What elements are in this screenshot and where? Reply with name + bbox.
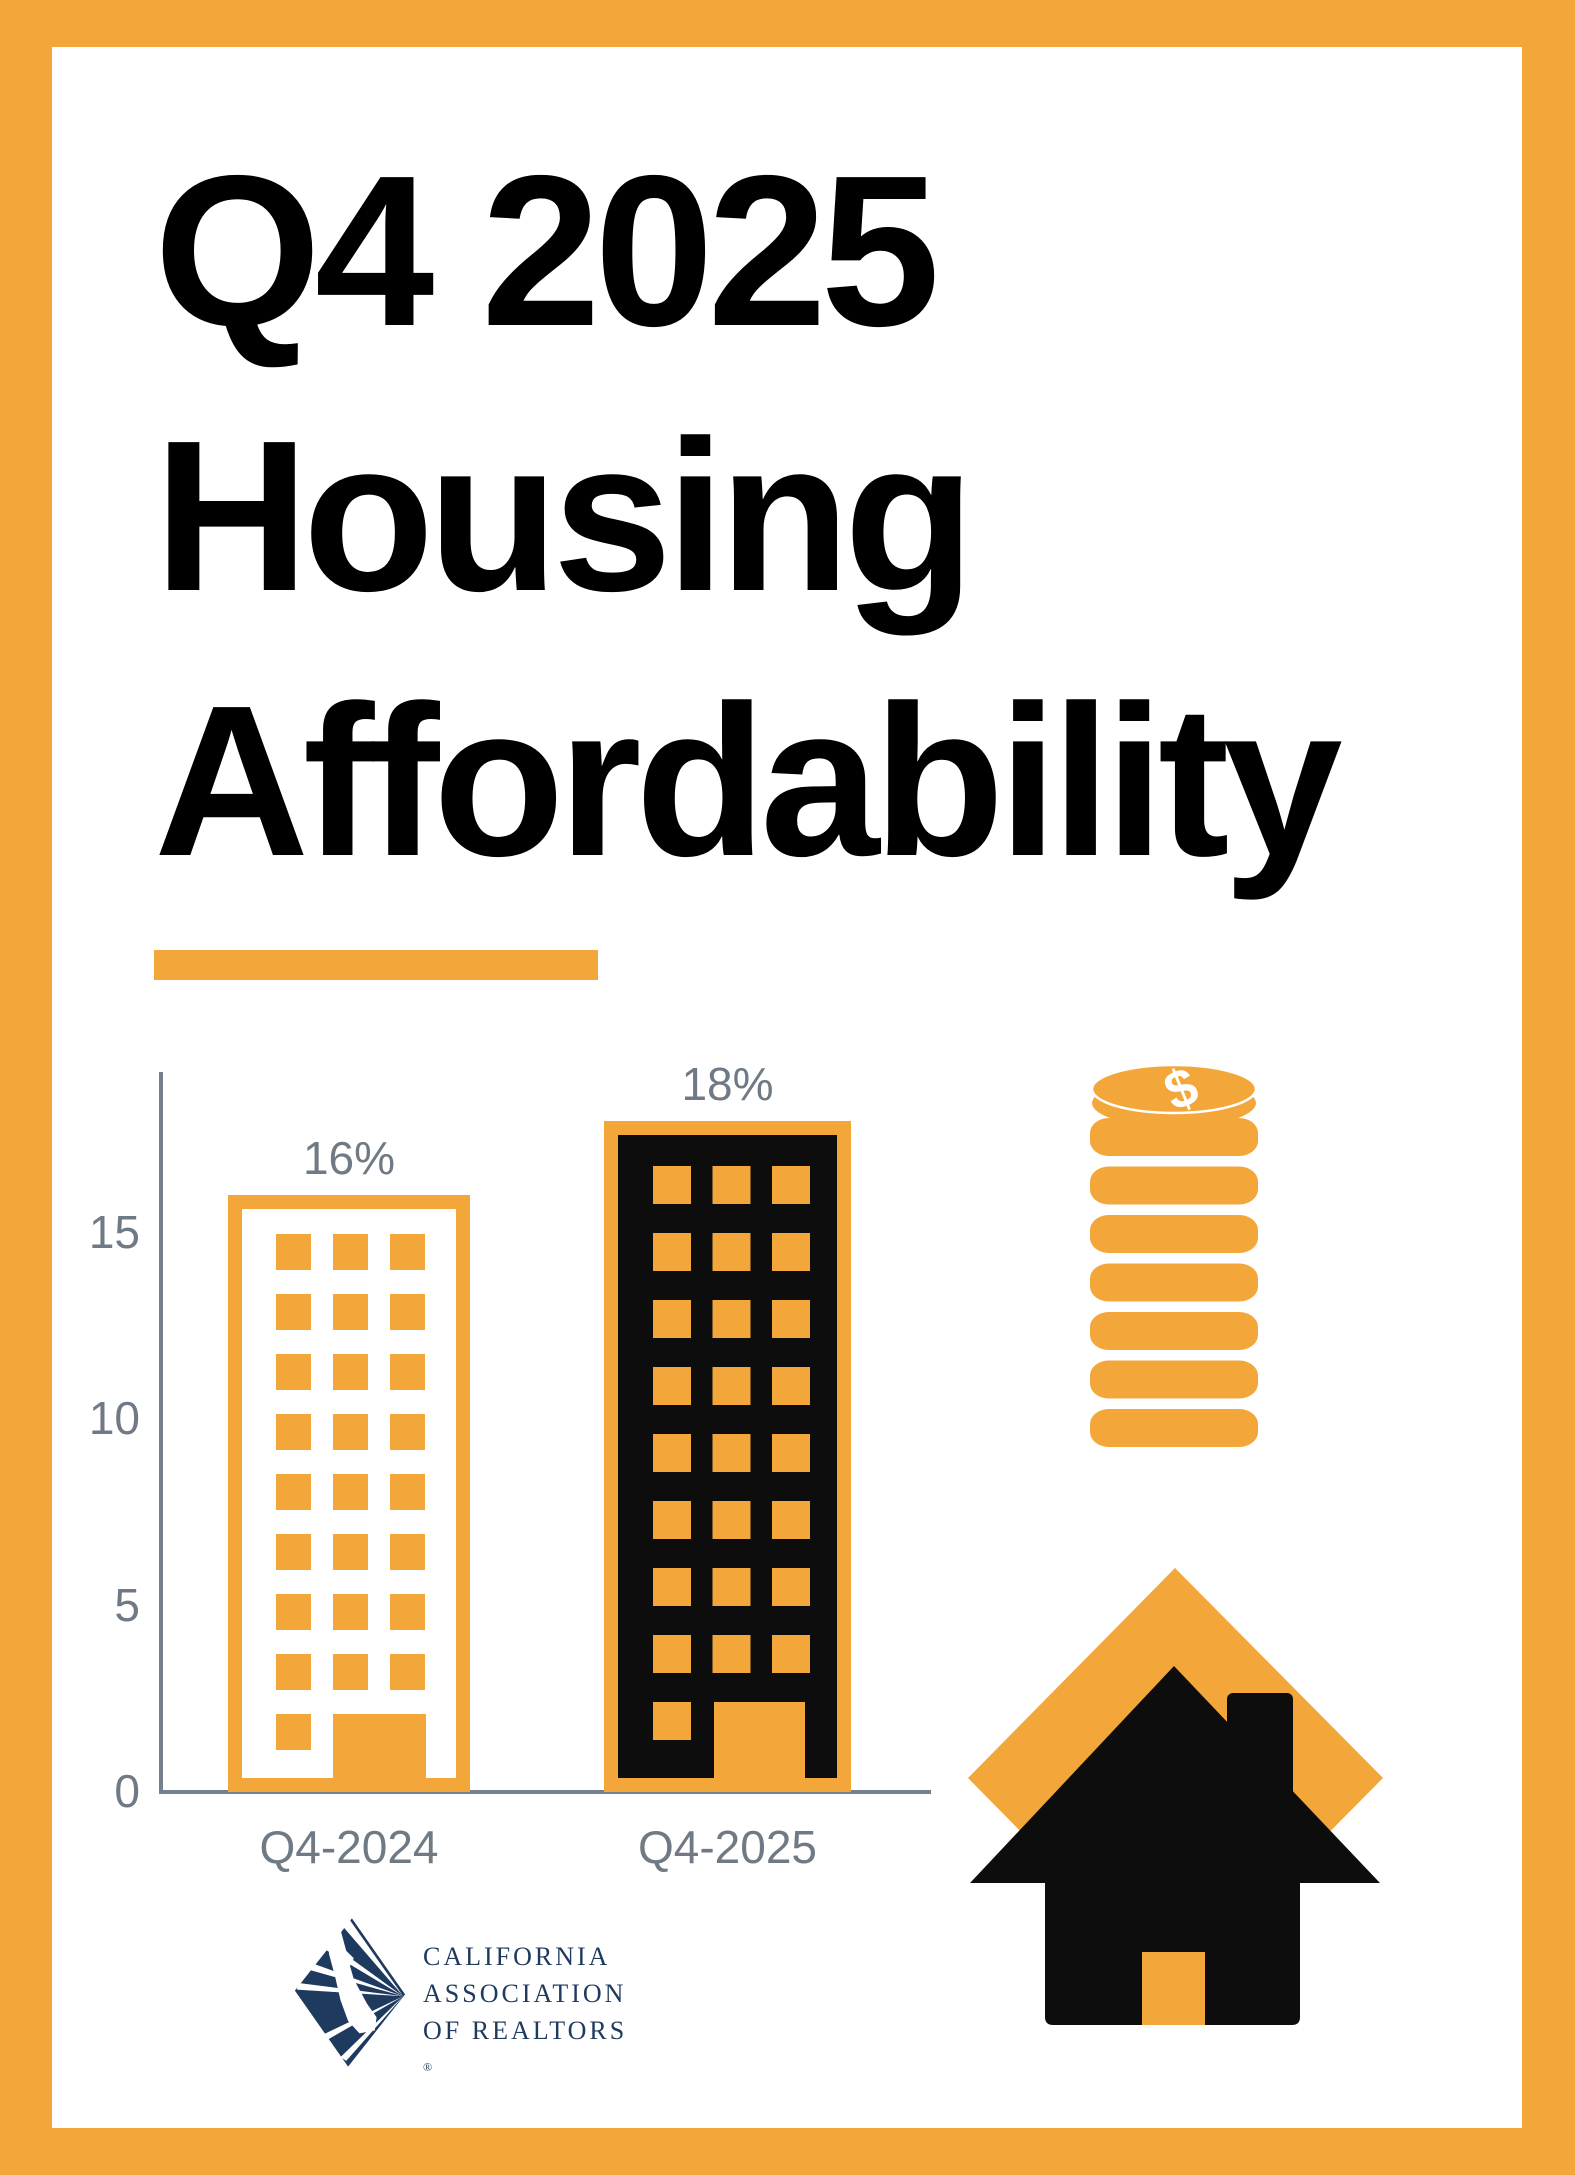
x-axis-line — [159, 1790, 931, 1794]
outlined-building-icon — [228, 1195, 470, 1792]
title-line-3: Affordability — [154, 660, 1343, 901]
y-tick-label: 5 — [114, 1578, 140, 1631]
logo-line-3: OF REALTORS ® — [423, 2016, 628, 2074]
building-bar-q4-2025 — [604, 1121, 851, 1792]
house-svg — [968, 1568, 1383, 2025]
house-door — [1142, 1952, 1205, 2025]
x-category-label-q4-2025: Q4-2025 — [637, 1821, 817, 1873]
title-line-2: Housing — [154, 395, 975, 636]
house-silhouette — [970, 1666, 1380, 2025]
coin-stack-icon: $ — [1090, 1063, 1258, 1458]
logo-line-1: CALIFORNIA — [423, 1942, 611, 1971]
x-category-label-q4-2024: Q4-2024 — [259, 1821, 439, 1873]
solid-building-icon — [604, 1121, 851, 1792]
california-map — [327, 1929, 377, 2034]
house-icon — [968, 1565, 1383, 2025]
y-axis-line — [159, 1072, 163, 1794]
coins-svg: $ — [1090, 1063, 1258, 1447]
logo-line-2: ASSOCIATION — [423, 1979, 627, 2008]
page-title: Q4 2025 Housing Affordability — [154, 118, 1343, 913]
car-logo-text: CALIFORNIA ASSOCIATION OF REALTORS ® — [423, 1938, 627, 2091]
building-bar-q4-2024 — [228, 1195, 470, 1792]
car-logo-icon — [293, 1915, 407, 2070]
bar-value-label-q4-2024: 16% — [302, 1132, 396, 1184]
bar-value-label-q4-2025: 18% — [681, 1058, 774, 1110]
y-tick-label: 15 — [88, 1205, 140, 1258]
y-tick-label: 0 — [114, 1765, 140, 1817]
car-logo-svg — [294, 1918, 406, 2067]
title-line-1: Q4 2025 — [154, 130, 940, 371]
registered-mark: ® — [423, 2060, 433, 2074]
y-tick-label: 10 — [88, 1392, 140, 1444]
title-underline — [154, 950, 598, 980]
